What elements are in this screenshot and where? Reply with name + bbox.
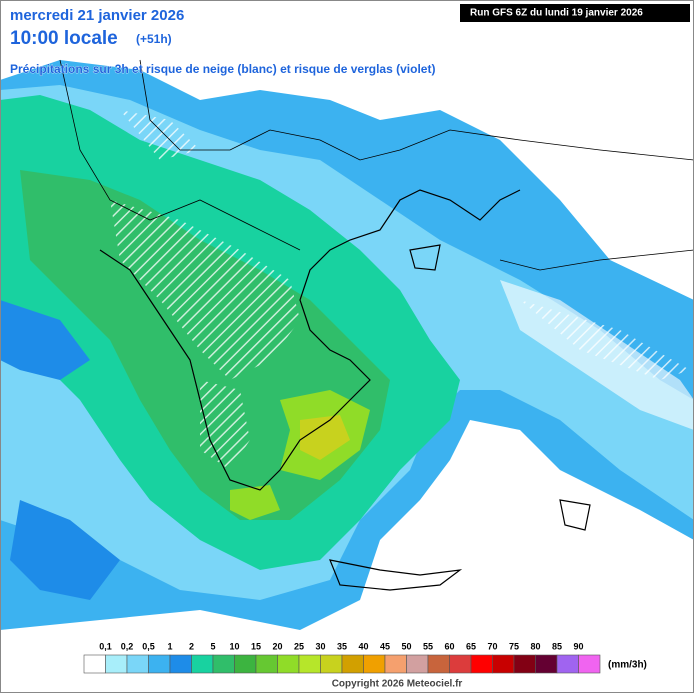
legend-swatch	[191, 654, 214, 674]
legend-label: 75	[509, 641, 519, 651]
legend-swatch	[406, 654, 429, 674]
legend-unit: (mm/3h)	[608, 660, 647, 671]
run-info: Run GFS 6Z du lundi 19 janvier 2026	[470, 8, 643, 19]
legend-label: 70	[487, 641, 497, 651]
legend-swatch	[126, 654, 149, 674]
legend-swatch	[363, 654, 386, 674]
description: Précipitations sur 3h et risque de neige…	[10, 62, 435, 76]
legend-label: 0,2	[121, 641, 134, 651]
legend-label: 0,5	[142, 641, 155, 651]
legend-label: 85	[552, 641, 562, 651]
legend: 0,1 0,2 0,5 1 2 5 10 15 20 25 30 35 40 45 50 55 60 65 70 75…	[83, 641, 601, 674]
legend-swatch	[470, 654, 493, 674]
legend-swatch	[255, 654, 278, 674]
legend-label: 10	[229, 641, 239, 651]
run-box	[460, 4, 690, 22]
legend-label: 5	[210, 641, 215, 651]
legend-label: 80	[530, 641, 540, 651]
date-title: mercredi 21 janvier 2026	[10, 7, 184, 24]
legend-label: 2	[189, 641, 194, 651]
legend-swatch	[513, 654, 536, 674]
legend-swatch	[277, 654, 300, 674]
legend-swatch	[341, 654, 364, 674]
time-title: 10:00 locale	[10, 28, 118, 49]
legend-swatch	[320, 654, 343, 674]
lead-time: (+51h)	[136, 32, 172, 46]
legend-swatch	[427, 654, 450, 674]
legend-swatch	[556, 654, 579, 674]
legend-swatch	[169, 654, 192, 674]
legend-swatch	[384, 654, 407, 674]
legend-swatch	[449, 654, 472, 674]
precipitation-field	[0, 60, 694, 630]
copyright: Copyright 2026 Meteociel.fr	[332, 679, 463, 690]
legend-swatch	[148, 654, 171, 674]
legend-label: 60	[444, 641, 454, 651]
legend-label: 1	[167, 641, 172, 651]
legend-swatch	[298, 654, 321, 674]
legend-label: 15	[251, 641, 261, 651]
legend-label: 45	[380, 641, 390, 651]
legend-label: 25	[294, 641, 304, 651]
legend-label: 40	[358, 641, 368, 651]
legend-label: 55	[423, 641, 433, 651]
coastlines	[59, 59, 694, 591]
legend-swatch	[234, 654, 257, 674]
legend-swatch	[492, 654, 515, 674]
legend-label: 50	[401, 641, 411, 651]
legend-swatch	[578, 654, 601, 674]
legend-swatch	[105, 654, 128, 674]
legend-label: 65	[466, 641, 476, 651]
legend-swatch	[83, 654, 106, 674]
legend-label: 0,1	[99, 641, 112, 651]
legend-label: 35	[337, 641, 347, 651]
legend-label: 90	[573, 641, 583, 651]
legend-swatch	[212, 654, 235, 674]
legend-label: 30	[315, 641, 325, 651]
legend-label: 20	[272, 641, 282, 651]
legend-swatch	[535, 654, 558, 674]
